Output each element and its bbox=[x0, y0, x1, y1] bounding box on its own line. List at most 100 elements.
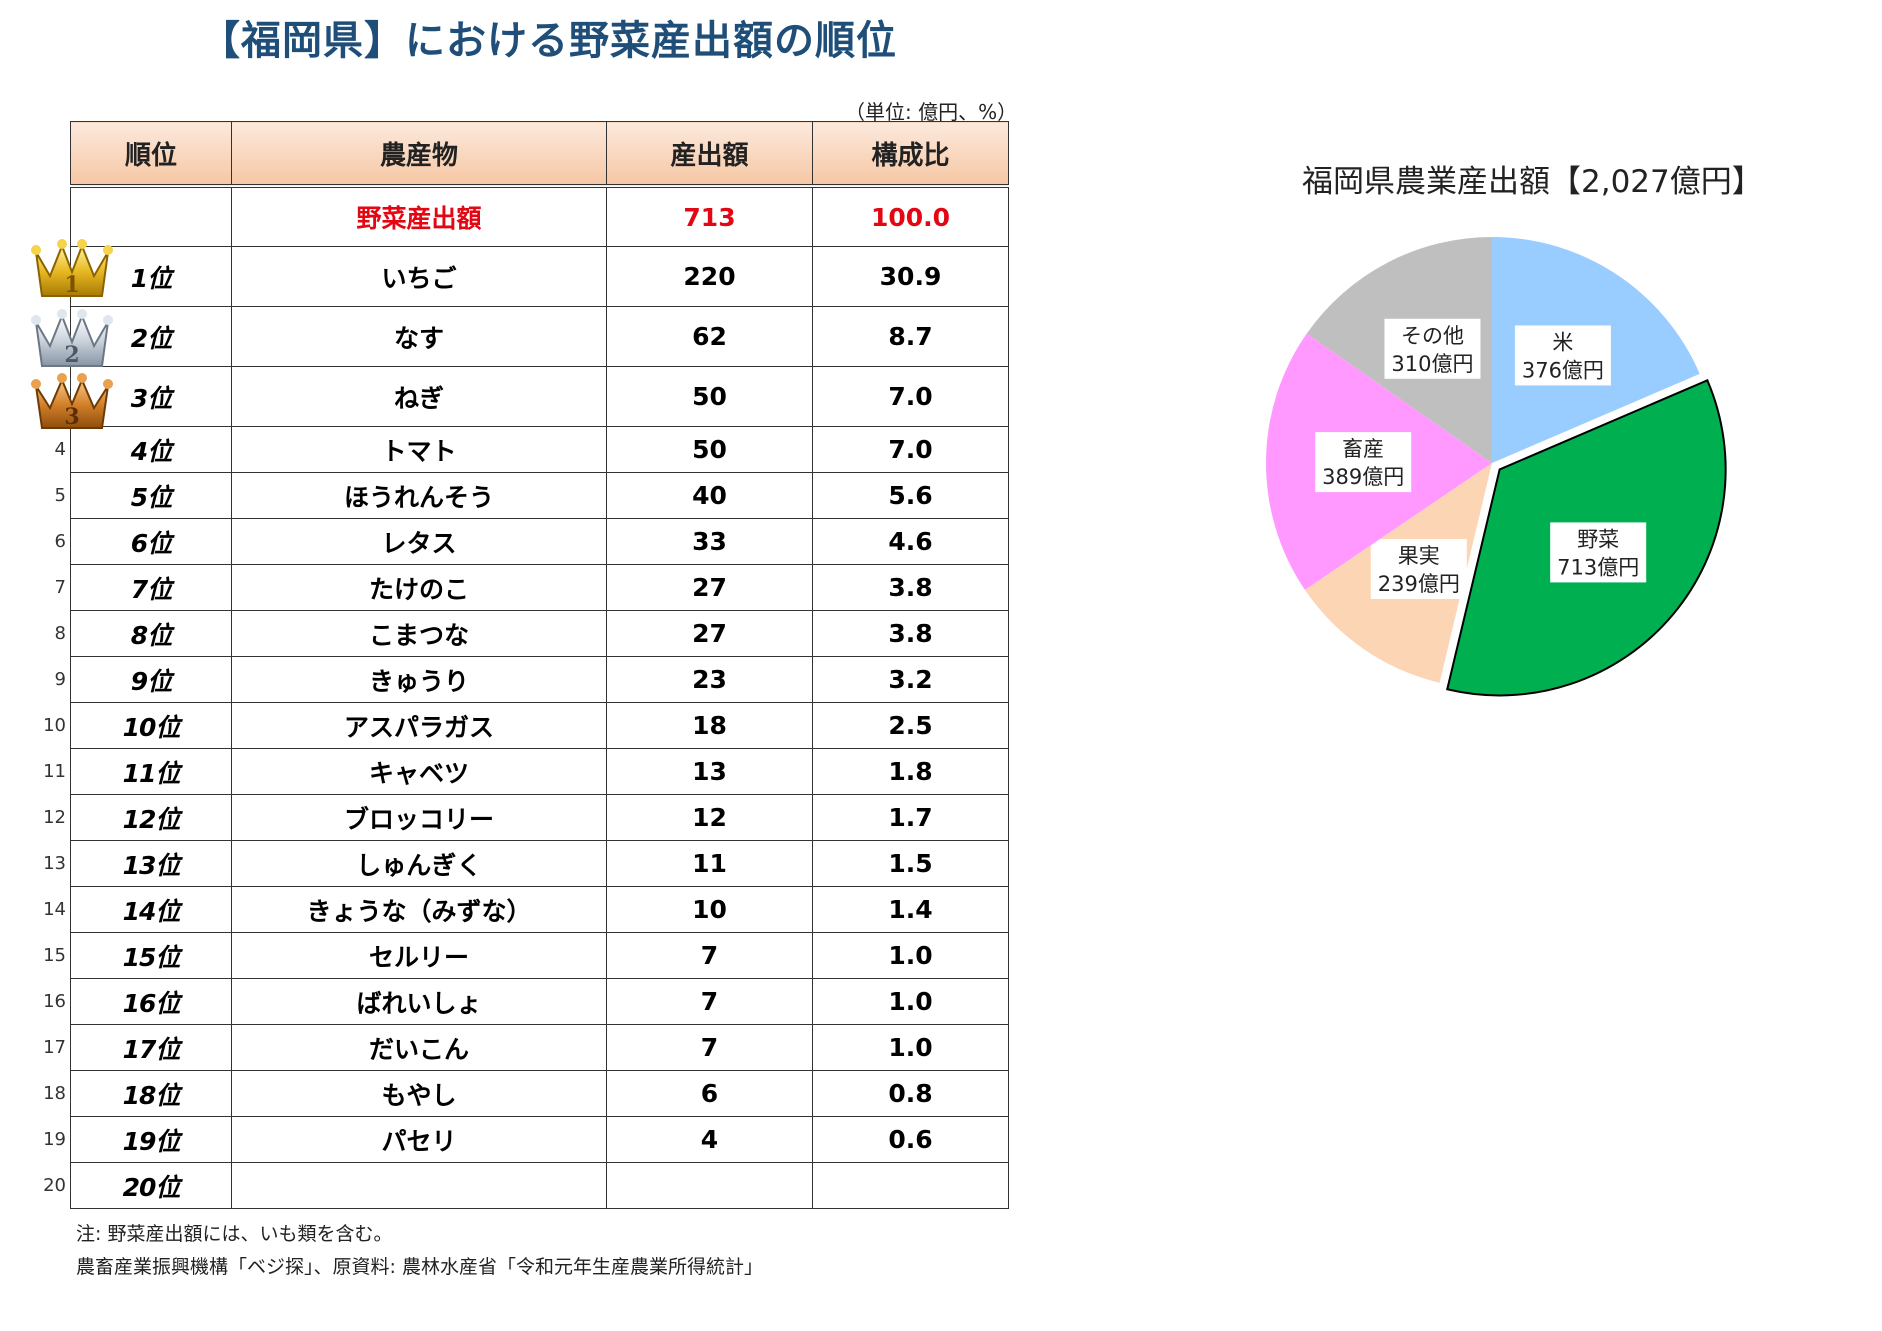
rank-cell: 13位 bbox=[70, 840, 232, 887]
rank-cell: 6位 bbox=[70, 518, 232, 565]
ratio-cell: 1.4 bbox=[812, 886, 1009, 933]
ratio-cell: 30.9 bbox=[812, 246, 1009, 307]
row-number: 20 bbox=[43, 1174, 66, 1196]
value-cell: 33 bbox=[606, 518, 813, 565]
page-title: 【福岡県】における野菜産出額の順位 bbox=[200, 18, 897, 64]
slice-value-label: 713億円 bbox=[1557, 555, 1639, 579]
bronze-crown-icon: 3 bbox=[31, 373, 113, 430]
rank-cell: 17位 bbox=[70, 1024, 232, 1071]
ratio-cell: 7.0 bbox=[812, 366, 1009, 427]
table-row: 16位 ばれいしょ 7 1.0 bbox=[70, 978, 1009, 1025]
rank-cell: 15位 bbox=[70, 932, 232, 979]
slice-label-box bbox=[1370, 538, 1467, 599]
row-number: 16 bbox=[43, 990, 66, 1012]
table-row: 13位 しゅんぎく 11 1.5 bbox=[70, 840, 1009, 887]
ratio-cell: 0.6 bbox=[812, 1116, 1009, 1163]
slice-name-label: 野菜 bbox=[1577, 527, 1619, 551]
rank-cell: 7位 bbox=[70, 564, 232, 611]
table-row: 6位 レタス 33 4.6 bbox=[70, 518, 1009, 565]
crop-cell: ほうれんそう bbox=[231, 472, 607, 519]
crop-cell: こまつな bbox=[231, 610, 607, 657]
pie-chart-title: 福岡県農業産出額【2,027億円】 bbox=[1302, 164, 1763, 200]
ratio-cell: 3.8 bbox=[812, 564, 1009, 611]
silver-crown-icon: 2 bbox=[31, 309, 113, 368]
ratio-cell: 2.5 bbox=[812, 702, 1009, 749]
crown-number: 3 bbox=[64, 404, 79, 430]
value-cell: 18 bbox=[606, 702, 813, 749]
total-value: 713 bbox=[606, 185, 813, 247]
rank-cell: 20位 bbox=[70, 1162, 232, 1209]
value-cell: 4 bbox=[606, 1116, 813, 1163]
crop-cell: だいこん bbox=[231, 1024, 607, 1071]
table-row: 9位 きゅうり 23 3.2 bbox=[70, 656, 1009, 703]
rank-cell: 16位 bbox=[70, 978, 232, 1025]
table-row: 1位 いちご 220 30.9 bbox=[70, 246, 1009, 307]
ratio-cell: 1.8 bbox=[812, 748, 1009, 795]
rank-cell: 5位 bbox=[70, 472, 232, 519]
gold-crown-icon: 1 bbox=[31, 239, 113, 298]
value-cell: 6 bbox=[606, 1070, 813, 1117]
row-number: 6 bbox=[54, 530, 66, 552]
row-number: 4 bbox=[54, 438, 66, 460]
value-cell: 12 bbox=[606, 794, 813, 841]
ratio-cell: 1.5 bbox=[812, 840, 1009, 887]
crop-cell: アスパラガス bbox=[231, 702, 607, 749]
row-number: 12 bbox=[43, 806, 66, 828]
slice-name-label: その他 bbox=[1401, 324, 1464, 348]
ratio-cell: 3.8 bbox=[812, 610, 1009, 657]
row-number: 14 bbox=[43, 898, 66, 920]
rank-cell: 19位 bbox=[70, 1116, 232, 1163]
value-cell: 7 bbox=[606, 978, 813, 1025]
crop-cell bbox=[231, 1162, 607, 1209]
row-number: 10 bbox=[43, 714, 66, 736]
rank-cell: 11位 bbox=[70, 748, 232, 795]
value-cell: 220 bbox=[606, 246, 813, 307]
crop-cell: レタス bbox=[231, 518, 607, 565]
value-cell bbox=[606, 1162, 813, 1209]
crop-cell: もやし bbox=[231, 1070, 607, 1117]
slice-label-box bbox=[1550, 522, 1647, 583]
slice-name-label: 果実 bbox=[1398, 544, 1440, 568]
unit-note: （単位: 億円、%） bbox=[845, 100, 1018, 124]
table-row: 15位 セルリー 7 1.0 bbox=[70, 932, 1009, 979]
crop-cell: ねぎ bbox=[231, 366, 607, 427]
slice-label-box bbox=[1384, 318, 1481, 379]
crop-cell: セルリー bbox=[231, 932, 607, 979]
crop-cell: パセリ bbox=[231, 1116, 607, 1163]
slice-name-label: 畜産 bbox=[1342, 437, 1384, 461]
slice-value-label: 376億円 bbox=[1522, 358, 1604, 382]
rank-cell: 9位 bbox=[70, 656, 232, 703]
table-row: 5位 ほうれんそう 40 5.6 bbox=[70, 472, 1009, 519]
ratio-cell: 1.0 bbox=[812, 932, 1009, 979]
header-ratio: 構成比 bbox=[812, 121, 1009, 188]
slice-value-label: 239億円 bbox=[1378, 572, 1460, 596]
value-cell: 7 bbox=[606, 1024, 813, 1071]
rank-cell: 18位 bbox=[70, 1070, 232, 1117]
row-number: 17 bbox=[43, 1036, 66, 1058]
value-cell: 62 bbox=[606, 306, 813, 367]
crop-cell: きゅうり bbox=[231, 656, 607, 703]
ratio-cell: 4.6 bbox=[812, 518, 1009, 565]
ratio-cell: 1.0 bbox=[812, 978, 1009, 1025]
source-text: 農畜産業振興機構「ベジ探」、原資料: 農林水産省「令和元年生産農業所得統計」 bbox=[76, 1256, 763, 1278]
table-row: 8位 こまつな 27 3.8 bbox=[70, 610, 1009, 657]
crop-cell: たけのこ bbox=[231, 564, 607, 611]
header-crop: 農産物 bbox=[231, 121, 607, 188]
table-row: 14位 きょうな（みずな） 10 1.4 bbox=[70, 886, 1009, 933]
slice-label-box bbox=[1514, 325, 1611, 386]
ratio-cell: 1.0 bbox=[812, 1024, 1009, 1071]
rank-cell: 14位 bbox=[70, 886, 232, 933]
table-row: 11位 キャベツ 13 1.8 bbox=[70, 748, 1009, 795]
total-rank-cell bbox=[70, 185, 232, 247]
rank-cell: 8位 bbox=[70, 610, 232, 657]
value-cell: 23 bbox=[606, 656, 813, 703]
total-label: 野菜産出額 bbox=[231, 185, 607, 247]
ratio-cell: 7.0 bbox=[812, 426, 1009, 473]
note-text: 注: 野菜産出額には、いも類を含む。 bbox=[76, 1223, 393, 1245]
crop-cell: なす bbox=[231, 306, 607, 367]
table-row: 3位 ねぎ 50 7.0 bbox=[70, 366, 1009, 427]
ratio-cell bbox=[812, 1162, 1009, 1209]
crop-cell: ばれいしょ bbox=[231, 978, 607, 1025]
crown-number: 1 bbox=[64, 272, 79, 298]
table-row: 19位 パセリ 4 0.6 bbox=[70, 1116, 1009, 1163]
